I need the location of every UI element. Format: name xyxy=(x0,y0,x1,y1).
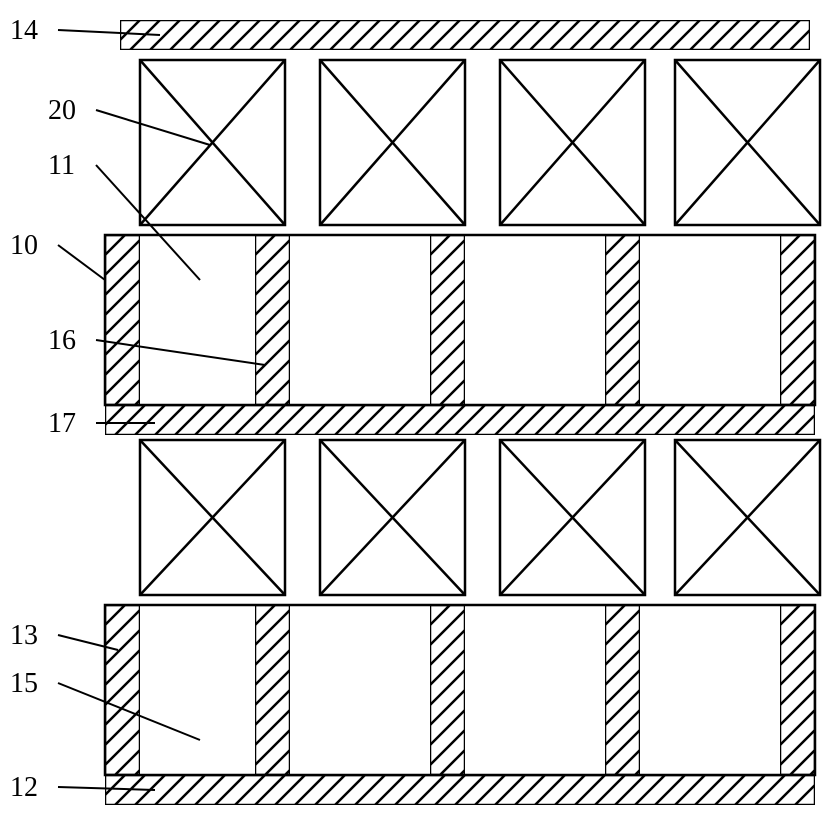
callout-17: 17 xyxy=(48,408,76,440)
callout-12: 12 xyxy=(10,772,38,804)
callout-15: 15 xyxy=(10,668,38,700)
upper-post-2 xyxy=(240,235,650,405)
callout-13: 13 xyxy=(10,620,38,652)
callout-14: 14 xyxy=(10,15,38,47)
lower-crossbox-1 xyxy=(320,440,465,595)
callout-16: 16 xyxy=(48,325,76,357)
plate-mid xyxy=(55,405,827,435)
upper-post-3 xyxy=(415,235,825,405)
lower-post-2 xyxy=(240,605,650,775)
upper-crossbox-2 xyxy=(500,60,645,225)
lower-crossbox-3 xyxy=(675,440,820,595)
upper-crossbox-0 xyxy=(140,60,285,225)
plate-top xyxy=(70,20,827,50)
lower-crossbox-0 xyxy=(140,440,285,595)
lower-crossbox-2 xyxy=(500,440,645,595)
callout-10: 10 xyxy=(10,230,38,262)
leader-10 xyxy=(58,245,105,280)
callout-20: 20 xyxy=(48,95,76,127)
upper-crossbox-1 xyxy=(320,60,465,225)
callout-11: 11 xyxy=(48,150,75,182)
lower-post-3 xyxy=(415,605,825,775)
upper-crossbox-3 xyxy=(675,60,820,225)
plate-bottom xyxy=(55,775,827,805)
